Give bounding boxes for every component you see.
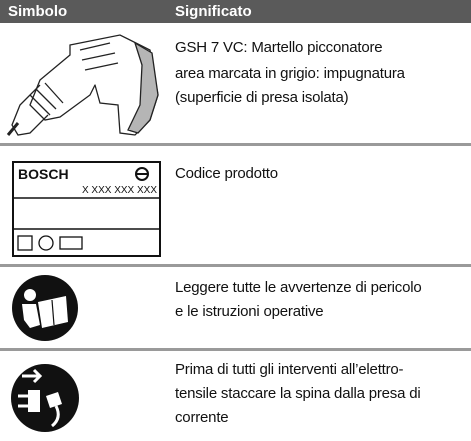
read-manual-icon: [12, 275, 78, 341]
row-text: Codice prodotto: [175, 165, 278, 182]
label-icon: BOSCH X XXX XXX XXX: [12, 161, 161, 257]
header-meaning: Significato: [175, 3, 252, 20]
label-brand: BOSCH: [18, 166, 69, 182]
header-symbol: Simbolo: [8, 3, 68, 20]
row-separator: [0, 143, 471, 146]
label-code: X XXX XXX XXX: [82, 185, 157, 196]
table-header: Simbolo Significato: [0, 0, 471, 23]
row-text: Prima di tutti gli interventi all’elettr…: [175, 361, 404, 378]
row-separator: [0, 264, 471, 267]
row-text: e le istruzioni operative: [175, 303, 324, 320]
row-text: GSH 7 VC: Martello picconatore: [175, 39, 383, 56]
unplug-icon: [11, 364, 79, 432]
row-text: area marcata in grigio: impugnatura: [175, 65, 405, 82]
drill-icon: [6, 34, 159, 136]
row-separator: [0, 348, 471, 351]
row-text: corrente: [175, 409, 229, 426]
row-text: (superficie di presa isolata): [175, 89, 349, 106]
row-text: Leggere tutte le avvertenze di pericolo: [175, 279, 422, 296]
row-text: tensile staccare la spina dalla presa di: [175, 385, 421, 402]
